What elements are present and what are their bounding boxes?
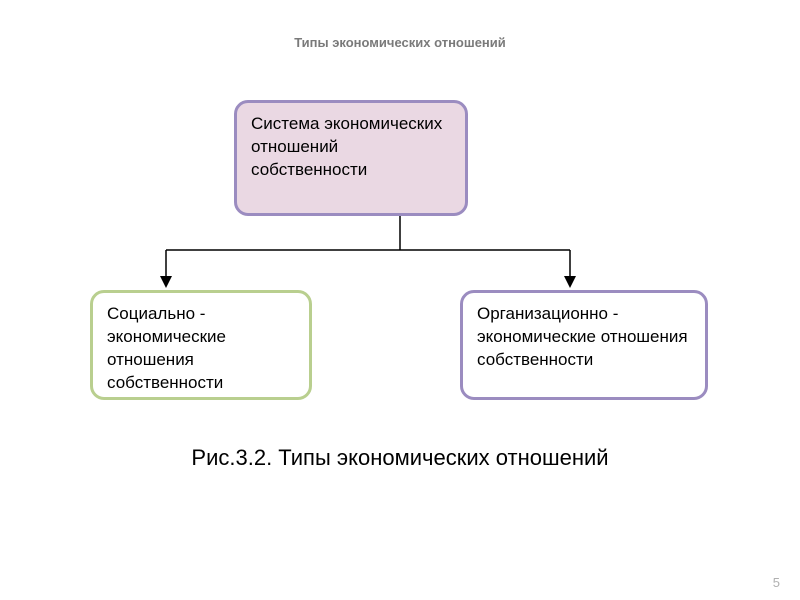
right-box: Организационно - экономические отношения…	[460, 290, 708, 400]
slide-title: Типы экономических отношений	[0, 35, 800, 50]
right-box-text: Организационно - экономические отношения…	[477, 304, 688, 369]
page-number: 5	[773, 575, 780, 590]
top-box: Система экономических отношений собствен…	[234, 100, 468, 216]
left-box-text: Социально - экономические отношения собс…	[107, 304, 226, 392]
figure-caption: Рис.3.2. Типы экономических отношений	[0, 445, 800, 471]
left-box: Социально - экономические отношения собс…	[90, 290, 312, 400]
top-box-text: Система экономических отношений собствен…	[251, 114, 442, 179]
